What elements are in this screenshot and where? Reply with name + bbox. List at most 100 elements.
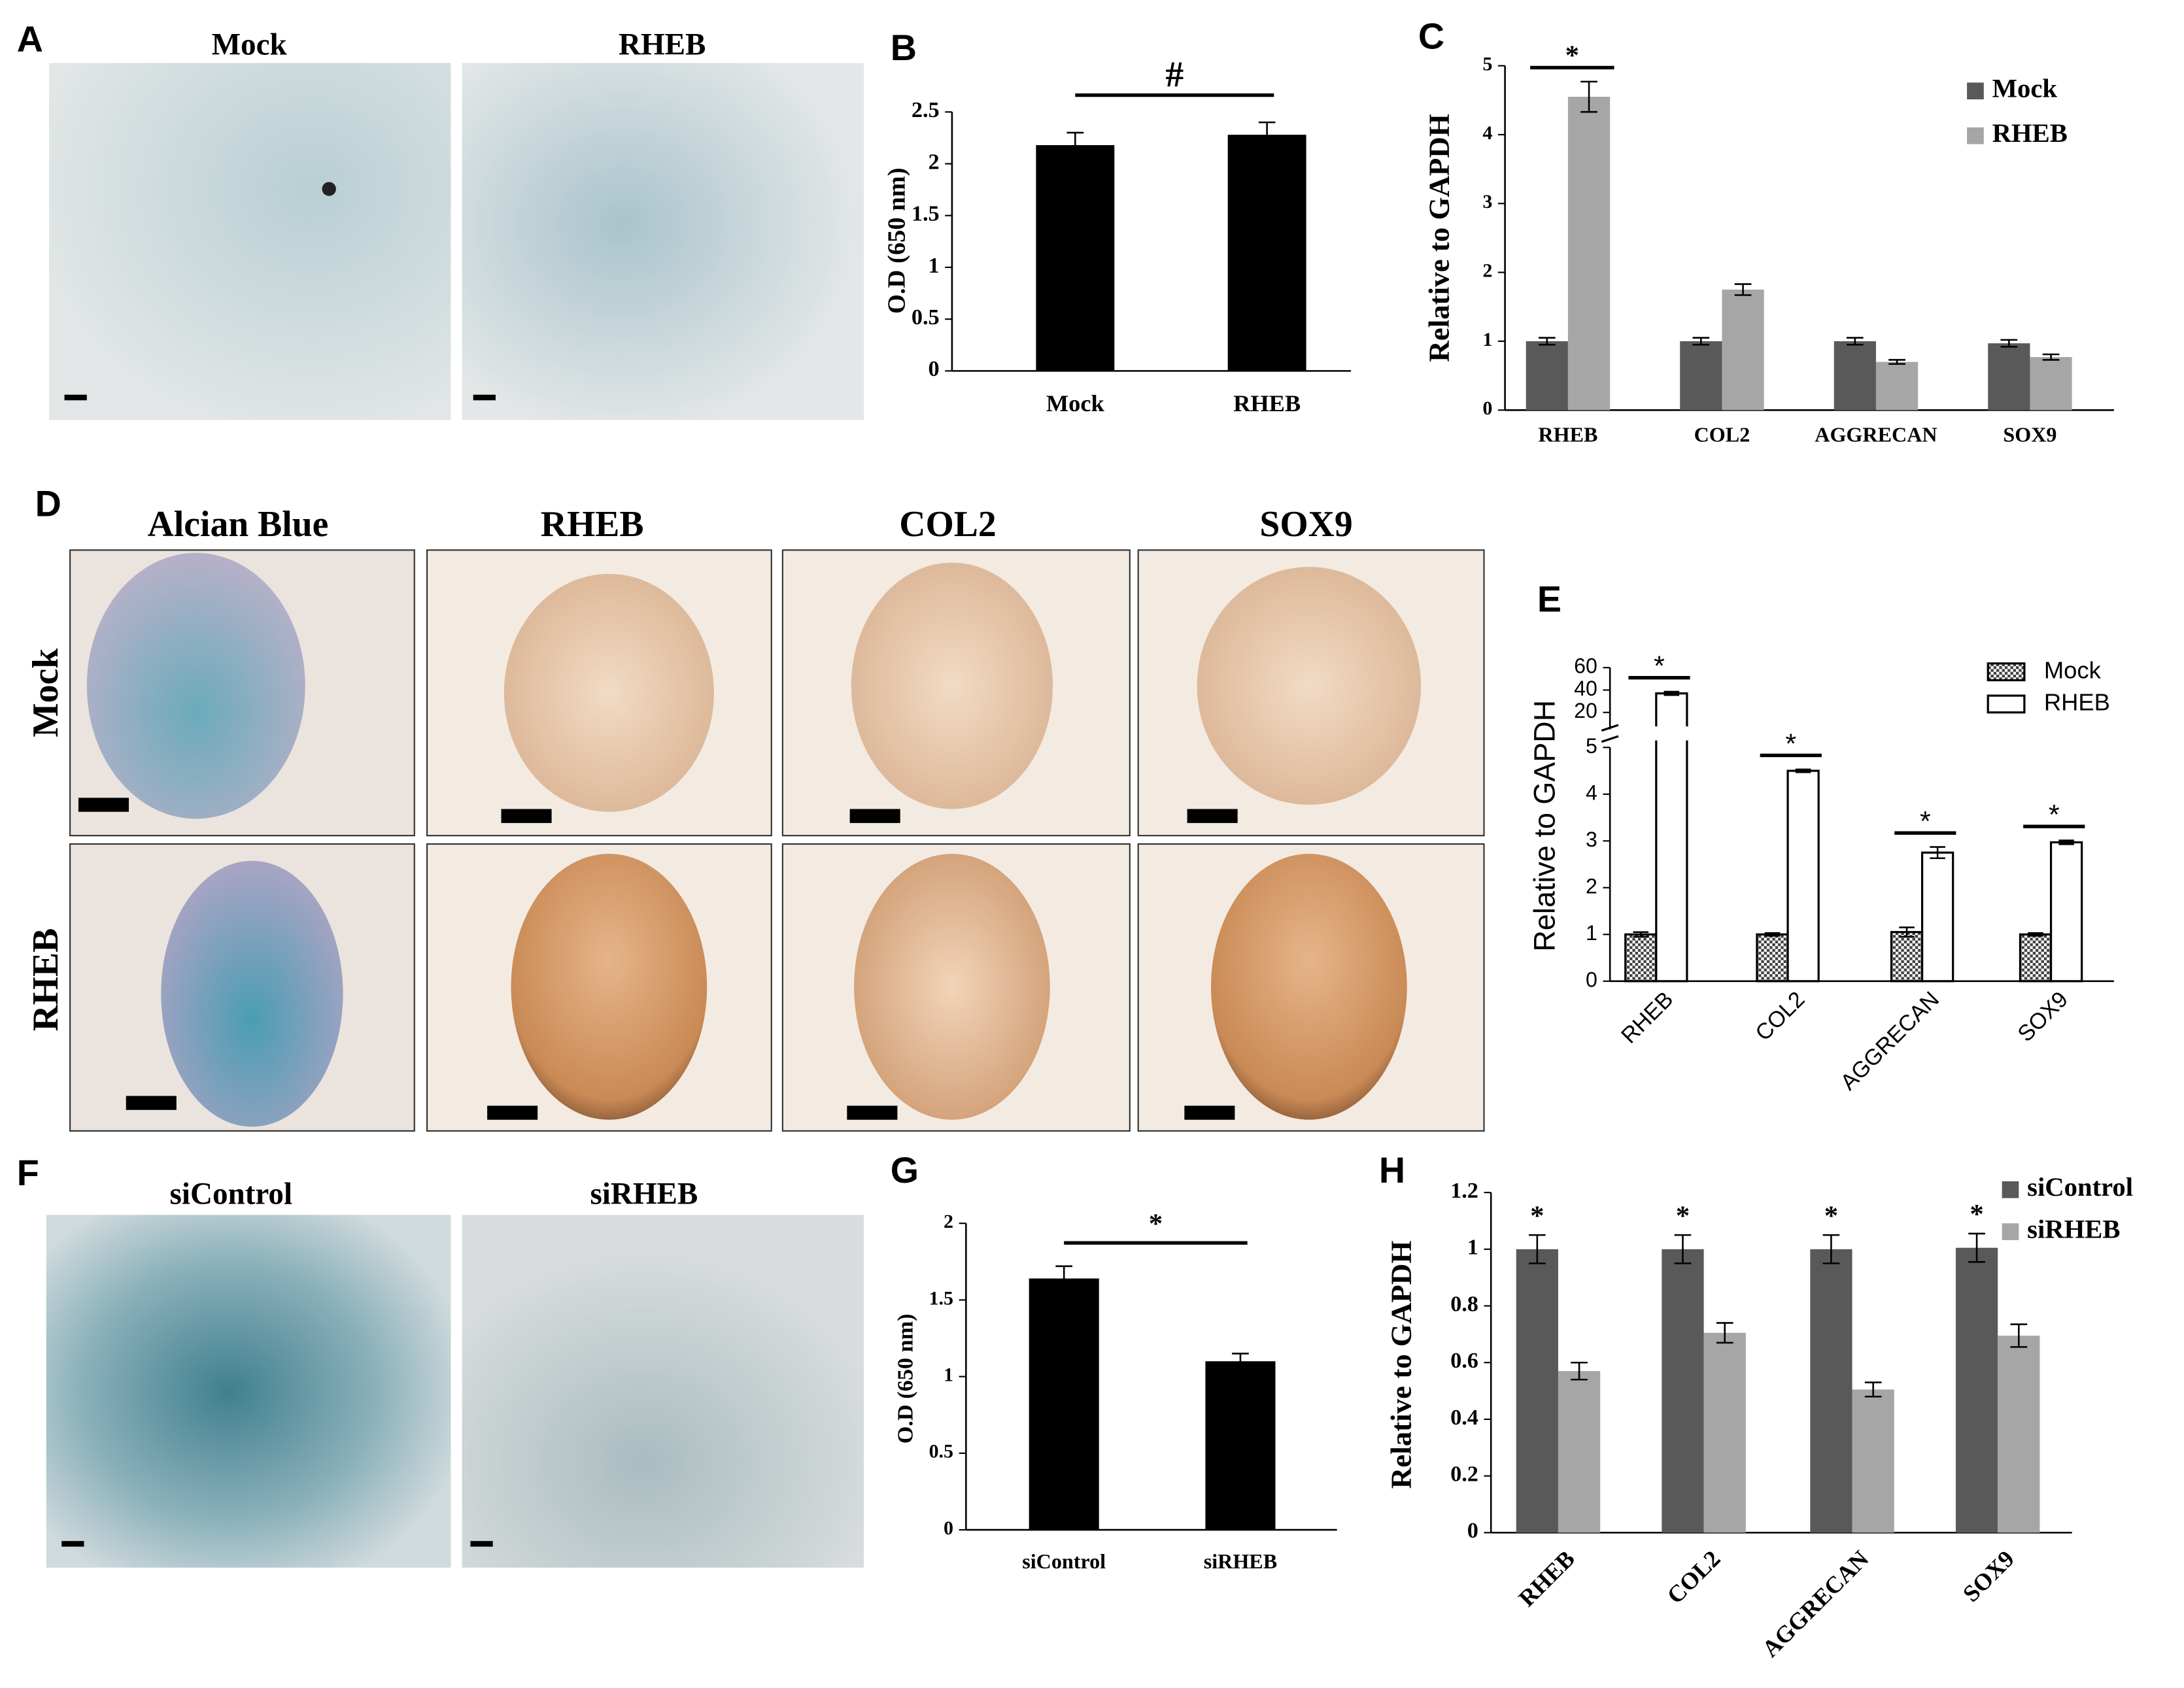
x-tick-label: SOX9 bbox=[2013, 987, 2073, 1047]
photo bbox=[46, 1215, 451, 1568]
error-bar bbox=[1734, 283, 1752, 296]
bar bbox=[1655, 692, 1688, 983]
annotation: * bbox=[1654, 650, 1665, 682]
error-bar bbox=[2010, 1323, 2028, 1348]
axis-break-mark bbox=[1601, 724, 1619, 743]
panel-label: D bbox=[35, 484, 61, 524]
bar bbox=[1205, 1361, 1276, 1530]
panel-label: G bbox=[891, 1150, 919, 1190]
bar bbox=[1227, 135, 1306, 371]
x-tick-label: AGGRECAN bbox=[1757, 1545, 1873, 1662]
scale-bar bbox=[126, 1096, 177, 1110]
y-tick-label: 1 bbox=[1467, 1235, 1478, 1260]
scale-bar bbox=[61, 1541, 84, 1547]
y-tick-label: 4 bbox=[1482, 122, 1492, 144]
bar bbox=[1810, 1249, 1852, 1533]
legend-label: RHEB bbox=[1992, 118, 2068, 148]
bar bbox=[1998, 1336, 2040, 1533]
annotation: * bbox=[1676, 1200, 1690, 1231]
y-tick-label: 1 bbox=[944, 1364, 953, 1386]
panel-label: F bbox=[17, 1153, 39, 1193]
bar bbox=[2049, 841, 2083, 983]
y-tick-label: 2 bbox=[1482, 260, 1492, 282]
annotation: * bbox=[1149, 1208, 1163, 1239]
bar bbox=[1920, 851, 1954, 983]
x-tick-label: SOX9 bbox=[1958, 1545, 2019, 1607]
y-tick-label: 2 bbox=[944, 1211, 953, 1232]
bar bbox=[1852, 1389, 1894, 1533]
y-tick-label: 3 bbox=[1482, 191, 1492, 212]
annotation: * bbox=[1785, 728, 1796, 760]
error-bar bbox=[1822, 1234, 1840, 1264]
photo bbox=[462, 1215, 864, 1568]
y-tick-label: 4 bbox=[1586, 781, 1597, 804]
y-tick-label: 1 bbox=[1482, 329, 1492, 350]
tissue bbox=[1197, 567, 1422, 805]
legend-label: RHEB bbox=[2044, 689, 2110, 716]
bar bbox=[1955, 1247, 1998, 1533]
photo bbox=[48, 63, 451, 420]
error-bar bbox=[1674, 1234, 1692, 1264]
tissue bbox=[854, 853, 1050, 1120]
bar bbox=[1624, 933, 1658, 983]
error-bar bbox=[2042, 353, 2060, 361]
y-axis-label: O.D (650 nm) bbox=[883, 167, 910, 314]
y-tick-label: 0 bbox=[1482, 397, 1492, 419]
image-title: RHEB bbox=[619, 28, 706, 62]
y-axis-label: O.D (650 nm) bbox=[893, 1313, 917, 1443]
column-title: Alcian Blue bbox=[148, 504, 329, 545]
x-tick-label: AGGRECAN bbox=[1815, 422, 1937, 446]
axis-break bbox=[1611, 726, 2116, 741]
x-tick-label: RHEB bbox=[1616, 987, 1678, 1049]
y-axis-label: Relative to GAPDH bbox=[1385, 1241, 1418, 1489]
bar bbox=[2019, 933, 2053, 983]
bar bbox=[1526, 341, 1568, 411]
x-tick-label: AGGRECAN bbox=[1836, 987, 1944, 1095]
bar bbox=[1662, 1249, 1704, 1533]
scale-bar bbox=[849, 809, 900, 823]
y-tick-label: 2 bbox=[1586, 874, 1597, 898]
error-bar bbox=[1888, 359, 1905, 365]
bar bbox=[1516, 1249, 1558, 1533]
legend-label: Mock bbox=[2044, 656, 2102, 683]
tissue bbox=[161, 860, 343, 1127]
error-bar bbox=[1846, 337, 1864, 346]
y-tick-label: 0 bbox=[944, 1517, 953, 1539]
tissue bbox=[503, 573, 714, 812]
photo-grid bbox=[69, 549, 1485, 1132]
y-tick-label: 40 bbox=[1574, 677, 1597, 700]
legend-swatch bbox=[1987, 662, 2026, 682]
y-tick-label: 0.6 bbox=[1450, 1348, 1478, 1373]
bar bbox=[1029, 1278, 1099, 1530]
y-tick-label: 0.2 bbox=[1450, 1462, 1478, 1487]
bar bbox=[1988, 343, 2030, 411]
legend-swatch bbox=[1967, 82, 1984, 100]
image-title: Mock bbox=[212, 28, 288, 62]
y-tick-label: 1.2 bbox=[1450, 1178, 1478, 1203]
tissue bbox=[86, 552, 305, 819]
panel-label: E bbox=[1537, 579, 1561, 619]
y-tick-label: 2.5 bbox=[912, 97, 940, 122]
bar bbox=[1834, 341, 1876, 411]
y-tick-label: 0.8 bbox=[1450, 1291, 1478, 1316]
y-tick-label: 1.5 bbox=[929, 1287, 953, 1309]
x-tick-label: Mock bbox=[1046, 390, 1105, 416]
annotation: # bbox=[1165, 55, 1184, 95]
error-bar bbox=[2028, 932, 2043, 937]
tissue bbox=[511, 853, 708, 1120]
x-tick-label: COL2 bbox=[1662, 1545, 1726, 1609]
error-bar bbox=[1258, 121, 1276, 148]
scale-bar bbox=[470, 1541, 493, 1547]
legend-swatch bbox=[2002, 1223, 2019, 1240]
x-tick-label: RHEB bbox=[1538, 422, 1597, 446]
y-tick-label: 0 bbox=[929, 356, 940, 381]
x-tick-label: RHEB bbox=[1233, 390, 1301, 416]
y-tick-label: 5 bbox=[1586, 734, 1597, 758]
y-tick-label: 5 bbox=[1482, 54, 1492, 75]
panel-label: B bbox=[891, 27, 917, 68]
error-bar bbox=[2000, 339, 2018, 348]
column-title: SOX9 bbox=[1259, 504, 1352, 545]
error-bar bbox=[1633, 931, 1649, 938]
